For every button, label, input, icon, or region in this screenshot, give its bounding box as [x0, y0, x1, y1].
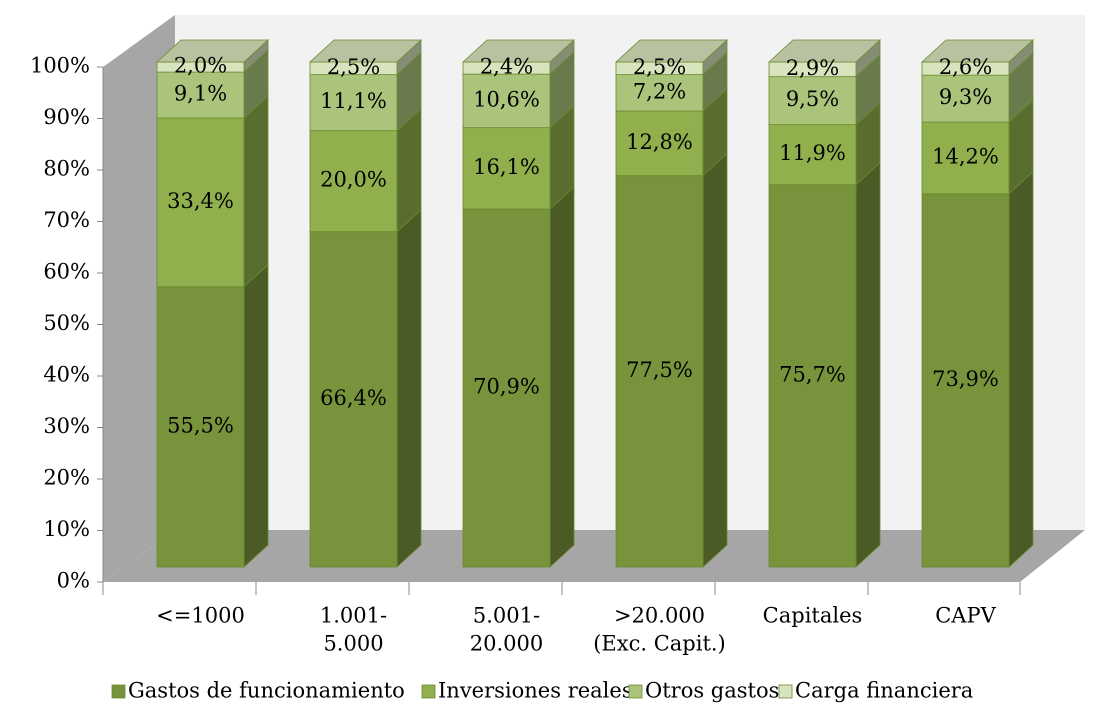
- data-label: 2,6%: [939, 55, 992, 79]
- x-tick-label: 5.001-: [473, 604, 540, 628]
- bar-segment: [462, 208, 551, 568]
- bar-segment: [921, 193, 1010, 568]
- bar-side: [549, 186, 575, 568]
- bar-top: [767, 39, 882, 63]
- bar-segment: [921, 121, 1010, 195]
- bar-side: [243, 263, 269, 568]
- bar-segment: [615, 74, 704, 112]
- bar-segment: [768, 184, 857, 568]
- legend-swatch: [628, 684, 643, 699]
- bar-side: [702, 152, 728, 568]
- bar-segment: [921, 74, 1010, 123]
- bar-segment: [768, 76, 857, 126]
- y-tick-label: 70%: [43, 208, 90, 232]
- bar-top: [308, 39, 423, 63]
- data-label: 14,2%: [932, 144, 999, 168]
- legend-swatch: [778, 684, 793, 699]
- y-tick-label: 90%: [43, 105, 90, 129]
- data-label: 9,5%: [786, 87, 839, 111]
- x-tick-label: 5.000: [323, 632, 383, 656]
- bar-segment: [462, 73, 551, 129]
- x-tick-label: Capitales: [763, 604, 863, 628]
- bar-top: [155, 39, 270, 63]
- data-label: 75,7%: [779, 362, 846, 386]
- legend-label: Carga financiera: [795, 679, 973, 703]
- bar-side: [855, 161, 881, 568]
- data-label: 9,1%: [174, 82, 227, 106]
- bar-segment: [768, 124, 857, 186]
- x-tick-label: CAPV: [935, 604, 996, 628]
- x-tick-label: >20.000: [614, 604, 705, 628]
- bar-top: [461, 39, 576, 63]
- data-label: 2,4%: [480, 55, 533, 79]
- bar-side: [396, 208, 422, 568]
- x-tick-label: <=1000: [156, 604, 245, 628]
- bar-segment: [462, 127, 551, 210]
- data-label: 12,8%: [626, 130, 693, 154]
- data-label: 20,0%: [320, 168, 387, 192]
- data-label: 73,9%: [932, 367, 999, 391]
- bar-side: [243, 95, 269, 288]
- y-tick-label: 20%: [43, 466, 90, 490]
- bar-segment: [156, 71, 245, 119]
- data-label: 55,5%: [167, 413, 234, 437]
- legend-swatch: [111, 684, 126, 699]
- bar-segment: [309, 130, 398, 233]
- legend-label: Otros gastos: [645, 679, 779, 703]
- bar-top: [614, 39, 729, 63]
- legend-label: Gastos de funcionamiento: [128, 679, 405, 703]
- data-label: 16,1%: [473, 155, 540, 179]
- data-label: 2,5%: [327, 55, 380, 79]
- data-label: 2,0%: [174, 54, 227, 78]
- data-label: 77,5%: [626, 358, 693, 382]
- y-tick-label: 0%: [57, 569, 90, 593]
- data-label: 70,9%: [473, 374, 540, 398]
- bar-top: [920, 39, 1035, 63]
- data-label: 9,3%: [939, 85, 992, 109]
- data-label: 10,6%: [473, 87, 540, 111]
- bar-side: [1008, 170, 1034, 568]
- y-tick-label: 50%: [43, 311, 90, 335]
- y-tick-label: 30%: [43, 414, 90, 438]
- bar-segment: [615, 110, 704, 177]
- x-tick-label: 20.000: [470, 632, 543, 656]
- x-tick-label: (Exc. Capit.): [593, 632, 726, 656]
- y-tick-label: 100%: [30, 54, 90, 78]
- data-label: 11,1%: [320, 89, 387, 113]
- y-tick-label: 40%: [43, 363, 90, 387]
- data-label: 2,9%: [786, 56, 839, 80]
- y-tick-label: 60%: [43, 260, 90, 284]
- y-tick-label: 80%: [43, 157, 90, 181]
- x-tick-label: 1.001-: [320, 604, 387, 628]
- data-label: 11,9%: [779, 141, 846, 165]
- legend-label: Inversiones reales: [438, 679, 633, 703]
- data-label: 7,2%: [633, 79, 686, 103]
- data-label: 33,4%: [167, 189, 234, 213]
- y-tick-label: 10%: [43, 517, 90, 541]
- data-label: 2,5%: [633, 55, 686, 79]
- bar-segment: [615, 175, 704, 568]
- legend-swatch: [421, 684, 436, 699]
- data-label: 66,4%: [320, 386, 387, 410]
- bar-segment: [309, 74, 398, 132]
